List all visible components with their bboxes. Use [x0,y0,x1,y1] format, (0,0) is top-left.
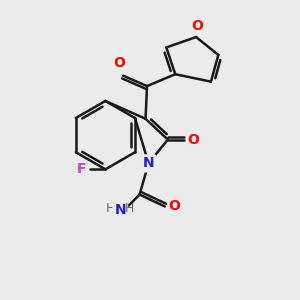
Text: N: N [115,203,126,217]
Text: O: O [188,133,200,147]
Text: N: N [143,156,154,170]
Text: F: F [76,162,86,176]
Text: O: O [192,19,203,33]
Text: H: H [124,202,134,215]
Text: O: O [113,56,125,70]
Text: H: H [106,202,116,215]
Text: O: O [168,200,180,214]
